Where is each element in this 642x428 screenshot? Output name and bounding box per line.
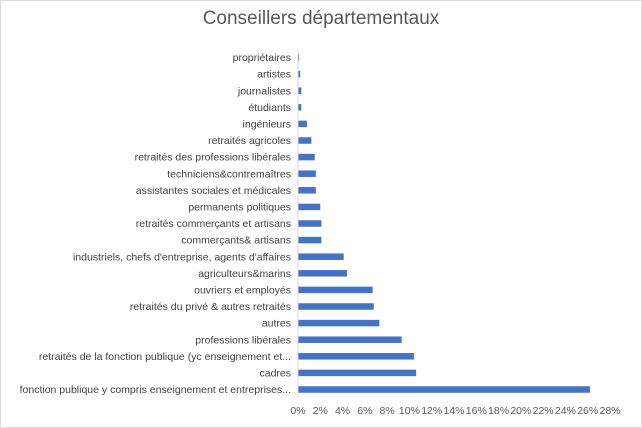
category-label-3: étudiants bbox=[248, 102, 291, 114]
category-label-4: ingénieurs bbox=[243, 119, 291, 131]
category-label-19: cadres bbox=[259, 368, 291, 380]
bar-10 bbox=[298, 220, 322, 227]
bar-1 bbox=[298, 70, 301, 78]
x-tick-label-4: 8% bbox=[380, 405, 395, 417]
x-tick-label-2: 4% bbox=[335, 405, 350, 417]
x-tick-label-5: 10% bbox=[399, 405, 420, 417]
bar-16 bbox=[298, 319, 380, 327]
x-tick-label-8: 16% bbox=[466, 405, 487, 417]
bar-18 bbox=[298, 353, 414, 360]
category-label-6: retraités des professions libérales bbox=[135, 152, 291, 164]
bar-13 bbox=[298, 270, 348, 277]
bar-3 bbox=[298, 104, 302, 111]
category-labels-group: propriétaires artistes journalistes étudian… bbox=[20, 52, 291, 396]
category-label-16: autres bbox=[262, 318, 291, 330]
bar-17 bbox=[298, 336, 402, 343]
bar-19 bbox=[298, 369, 417, 377]
category-label-12: industriels, chefs d'entreprise, agents … bbox=[73, 251, 291, 263]
x-tick-label-1: 2% bbox=[313, 405, 328, 417]
bar-11 bbox=[298, 236, 322, 244]
x-tick-label-6: 12% bbox=[421, 405, 442, 417]
bar-20 bbox=[298, 386, 590, 393]
category-label-20: fonction publique y compris enseignement… bbox=[20, 384, 291, 396]
category-label-1: artistes bbox=[257, 69, 291, 81]
x-tick-label-14: 28% bbox=[599, 405, 620, 417]
x-tick-label-10: 20% bbox=[510, 405, 531, 417]
category-label-18: retraités de la fonction publique (yc en… bbox=[39, 351, 291, 363]
bar-4 bbox=[298, 120, 307, 128]
category-label-5: retraités agricoles bbox=[208, 135, 291, 147]
bar-7 bbox=[298, 170, 316, 177]
x-tick-labels-group: 0% 2% 4% 6% 8% 10% 12% 14% 16% 18% 20% 22% 24% 26% 28% bbox=[290, 405, 620, 417]
category-label-0: propriétaires bbox=[233, 52, 291, 64]
category-label-7: techniciens&contremaîtres bbox=[167, 168, 291, 180]
category-label-10: retraités commerçants et artisans bbox=[136, 218, 291, 230]
category-label-14: ouvriers et employés bbox=[194, 285, 291, 297]
bars-group bbox=[298, 54, 590, 393]
category-label-9: permanents politiques bbox=[188, 202, 291, 214]
bar-8 bbox=[298, 187, 316, 194]
x-tick-label-13: 26% bbox=[577, 405, 598, 417]
category-label-17: professions libérales bbox=[195, 334, 291, 346]
x-tick-label-3: 6% bbox=[357, 405, 372, 417]
chart-title: Conseillers départementaux bbox=[202, 8, 440, 29]
bar-14 bbox=[298, 286, 373, 294]
category-label-8: assistantes sociales et médicales bbox=[136, 185, 291, 197]
category-label-11: commerçants& artisans bbox=[181, 235, 291, 247]
x-tick-label-12: 24% bbox=[555, 405, 576, 417]
bar-0 bbox=[298, 54, 300, 61]
x-tick-label-7: 14% bbox=[443, 405, 464, 417]
x-tick-label-9: 18% bbox=[488, 405, 509, 417]
bar-5 bbox=[298, 137, 312, 144]
category-label-15: retraités du privé & autres retraités bbox=[130, 301, 291, 313]
bar-15 bbox=[298, 303, 374, 310]
bar-9 bbox=[298, 203, 321, 211]
category-label-13: agriculteurs&marins bbox=[198, 268, 291, 280]
x-tick-label-0: 0% bbox=[290, 405, 305, 417]
bar-12 bbox=[298, 253, 344, 260]
bar-6 bbox=[298, 153, 315, 161]
x-tick-label-11: 22% bbox=[533, 405, 554, 417]
bar-2 bbox=[298, 87, 302, 94]
category-label-2: journalistes bbox=[237, 85, 291, 97]
